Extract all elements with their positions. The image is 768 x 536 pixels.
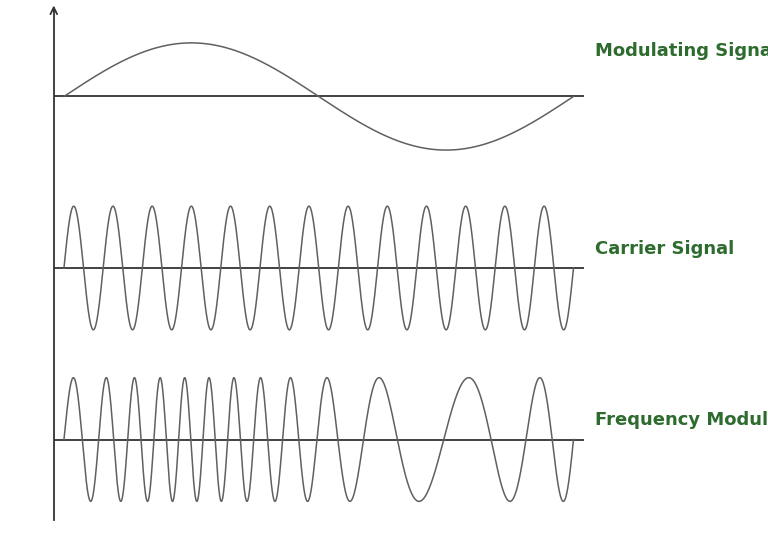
- Text: Carrier Signal: Carrier Signal: [595, 240, 734, 258]
- Text: Frequency Modulation: Frequency Modulation: [595, 411, 768, 429]
- Text: Modulating Signal: Modulating Signal: [595, 42, 768, 61]
